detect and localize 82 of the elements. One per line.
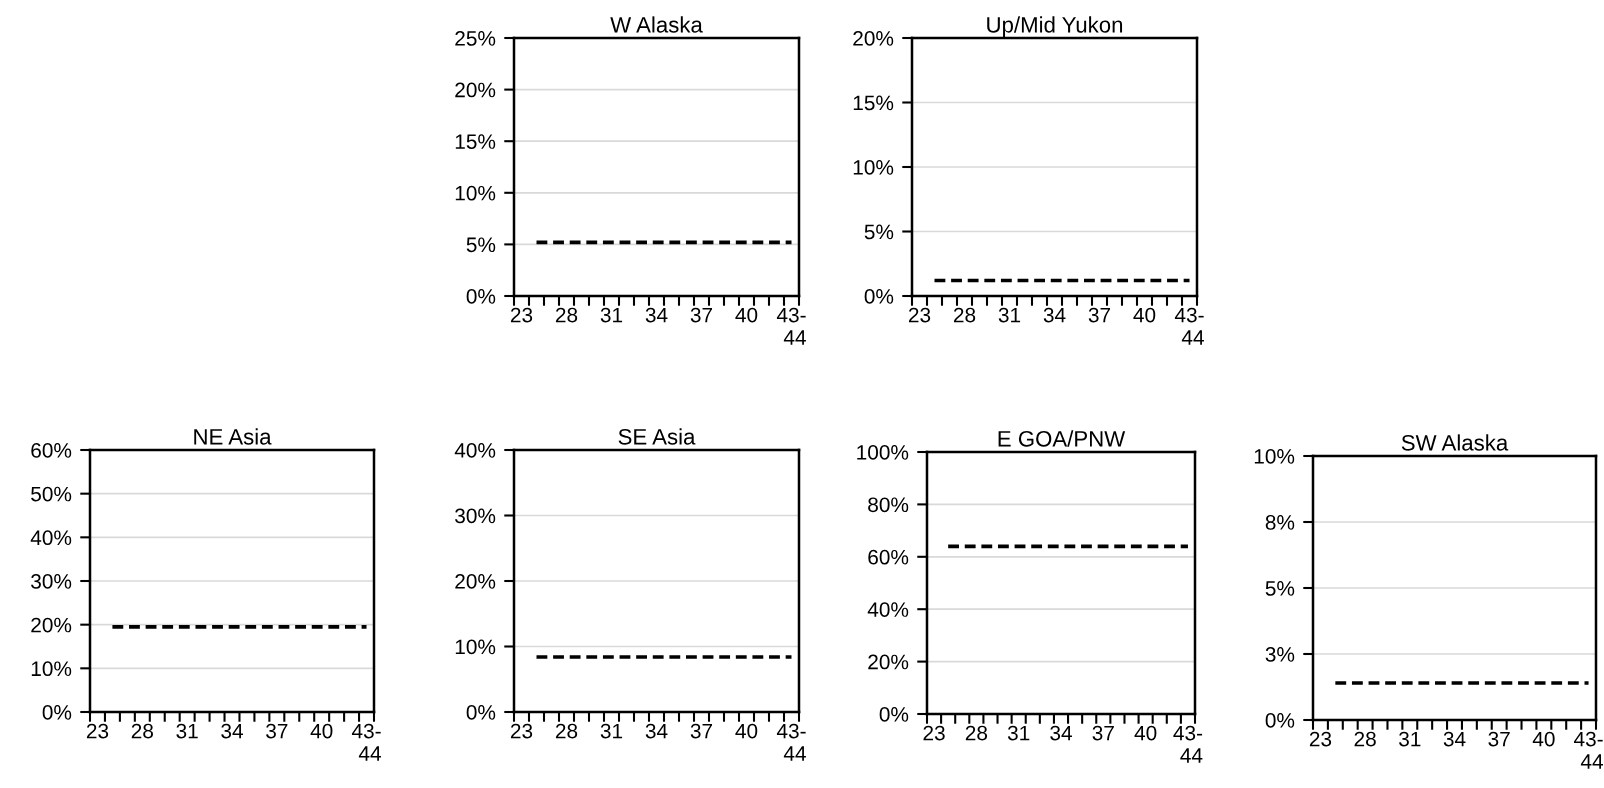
y-tick-label: 10% [455, 639, 496, 655]
x-tick-label: 37 [1488, 731, 1510, 747]
x-tick-label: 28 [1354, 731, 1376, 747]
x-tick-label: 34 [1050, 725, 1072, 741]
x-tick-label: 28 [965, 725, 988, 741]
x-tick-label: 28 [131, 723, 153, 739]
x-tick-label: 34 [645, 723, 668, 739]
x-tick-label: 37 [690, 307, 713, 323]
x-tick-label: 31 [998, 307, 1021, 323]
y-tick-label: 3% [1265, 647, 1295, 662]
y-tick-label: 10% [455, 185, 496, 201]
chart-title: SE Asia [618, 428, 696, 445]
x-tick-label: 43-44 [776, 307, 806, 345]
x-tick-label: 34 [1043, 307, 1066, 323]
chart-title: NE Asia [194, 428, 272, 445]
x-tick-label: 28 [555, 723, 578, 739]
x-tick-label: 40 [735, 723, 758, 739]
y-tick-label: 20% [31, 617, 72, 633]
x-tick-label: 37 [1092, 725, 1114, 741]
x-tick-label: 40 [1134, 725, 1157, 741]
y-tick-label: 8% [1265, 515, 1295, 530]
x-tick-label: 37 [1088, 307, 1111, 323]
x-tick-label: 31 [1399, 731, 1421, 747]
y-tick-label: 30% [455, 508, 496, 524]
x-tick-label: 34 [1443, 731, 1466, 747]
x-tick-label: 28 [555, 307, 578, 323]
y-tick-label: 0% [466, 289, 496, 304]
x-tick-label: 43-44 [1573, 731, 1603, 769]
y-tick-label: 20% [455, 574, 496, 589]
y-tick-label: 0% [879, 707, 909, 722]
x-tick-label: 40 [310, 723, 333, 739]
x-tick-label: 23 [86, 723, 109, 739]
chart-title: W Alaska [610, 16, 703, 33]
x-tick-label: 40 [735, 307, 758, 323]
x-tick-label: 40 [1133, 307, 1156, 323]
y-tick-label: 5% [1265, 581, 1295, 596]
y-tick-label: 0% [42, 705, 72, 720]
x-tick-label: 23 [510, 307, 533, 323]
x-tick-label: 31 [176, 723, 198, 739]
x-tick-label: 23 [510, 723, 533, 739]
chart-title: E GOA/PNW [998, 430, 1126, 447]
x-tick-label: 31 [600, 307, 623, 323]
x-tick-label: 37 [266, 723, 288, 739]
y-tick-label: 0% [1265, 713, 1295, 728]
y-tick-label: 30% [31, 574, 72, 589]
y-tick-label: 100% [857, 445, 909, 460]
y-tick-label: 40% [867, 602, 909, 617]
x-tick-label: 43-44 [351, 723, 381, 761]
x-tick-label: 23 [923, 725, 945, 741]
y-tick-label: 10% [1254, 449, 1295, 464]
y-tick-label: 15% [853, 95, 894, 111]
chart-title: SW Alaska [1401, 434, 1509, 451]
y-tick-label: 80% [868, 497, 909, 513]
y-tick-label: 5% [466, 237, 496, 253]
y-tick-label: 5% [864, 224, 894, 240]
x-tick-label: 23 [1309, 731, 1332, 747]
chart-title: Up/Mid Yukon [987, 16, 1123, 38]
x-tick-label: 43-44 [1174, 307, 1204, 345]
x-tick-label: 31 [600, 723, 623, 739]
x-tick-label: 23 [908, 307, 931, 323]
y-tick-label: 25% [455, 31, 496, 46]
x-tick-label: 43-44 [1173, 725, 1203, 763]
y-tick-label: 40% [454, 443, 496, 458]
x-tick-label: 37 [690, 723, 713, 739]
y-tick-label: 10% [31, 661, 72, 677]
x-tick-label: 31 [1007, 725, 1030, 741]
y-tick-label: 60% [31, 443, 72, 458]
y-tick-label: 10% [853, 160, 894, 175]
y-tick-label: 60% [868, 549, 909, 565]
y-tick-label: 20% [853, 31, 894, 46]
x-tick-label: 40 [1532, 731, 1555, 747]
y-tick-label: 50% [31, 486, 72, 502]
y-tick-label: 0% [864, 289, 894, 304]
y-tick-label: 0% [466, 705, 496, 720]
x-tick-label: 28 [953, 307, 976, 323]
x-tick-label: 43-44 [776, 723, 806, 761]
y-tick-label: 20% [455, 82, 496, 98]
x-tick-label: 34 [645, 307, 668, 323]
y-tick-label: 15% [455, 134, 496, 149]
x-tick-label: 34 [221, 723, 243, 739]
y-tick-label: 40% [30, 530, 72, 546]
y-tick-label: 20% [868, 654, 909, 670]
